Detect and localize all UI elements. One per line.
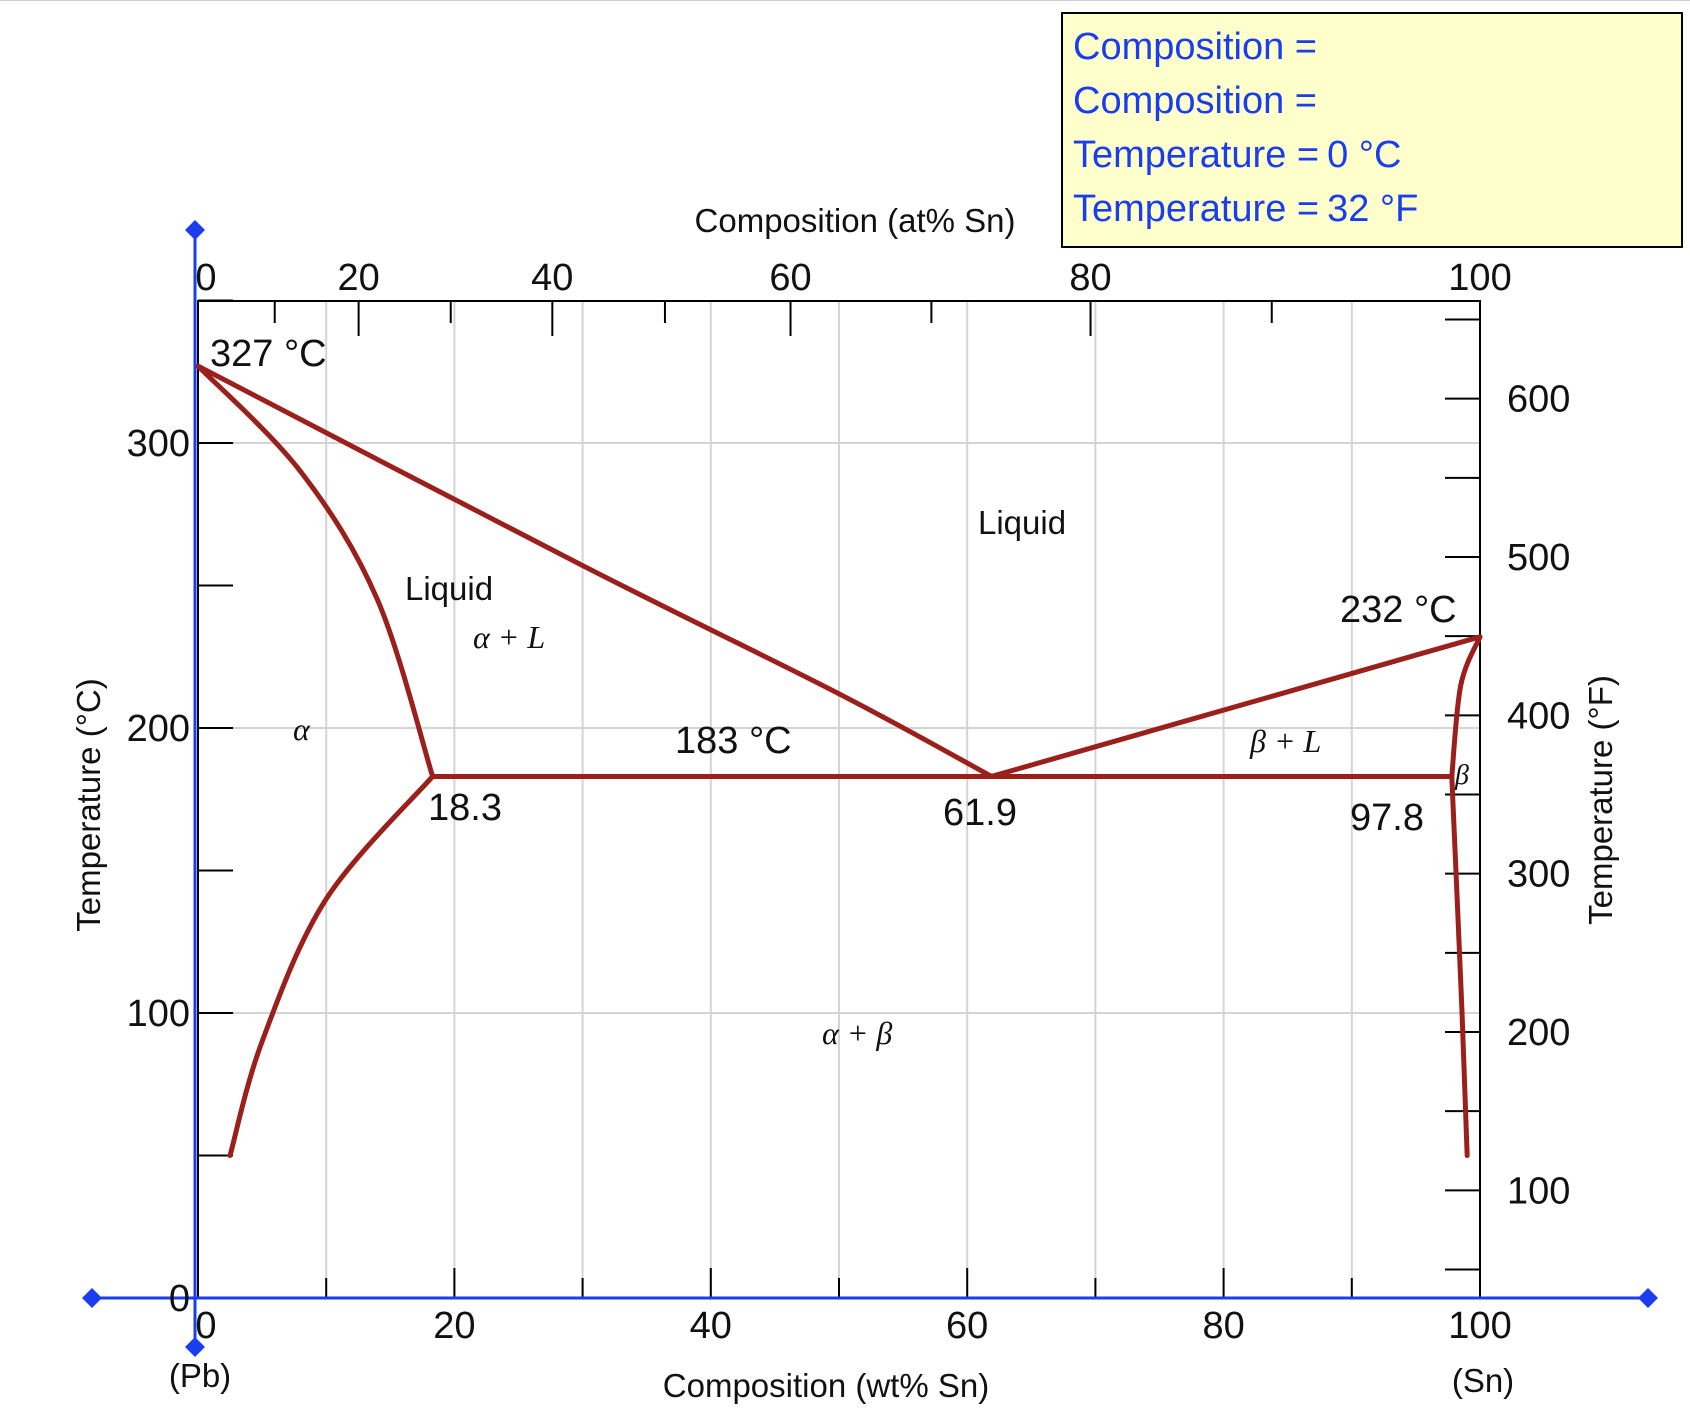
boundary-solidus-beta — [1449, 634, 1483, 779]
left-tick-label: 0 — [169, 1278, 190, 1320]
readout-composition-at: Composition = — [1073, 80, 1317, 122]
liquid-left-label: Liquid — [405, 570, 493, 607]
sn-melting-point-label: 232 °C — [1340, 589, 1457, 631]
bottom-tick-label: 40 — [690, 1305, 732, 1347]
left-tick-label: 100 — [127, 993, 190, 1035]
readout-composition-wt: Composition = — [1073, 26, 1317, 68]
grid-lines — [198, 301, 1480, 1298]
right-tick-label: 500 — [1507, 537, 1570, 579]
boundary-liquidus-alpha — [195, 363, 995, 779]
top-tick-label: 40 — [531, 257, 573, 299]
alpha-liquid-region-label: α + L — [473, 619, 545, 655]
eutectic-composition-label: 61.9 — [943, 792, 1017, 834]
pb-melting-point-label: 327 °C — [210, 333, 327, 375]
beta-max-solubility-label: 97.8 — [1350, 797, 1424, 839]
boundary-solvus-alpha — [227, 773, 436, 1158]
eutectic-temperature-label: 183 °C — [675, 720, 792, 762]
beta-liquid-region-label: β + L — [1249, 723, 1321, 759]
bottom-tick-label: 60 — [946, 1305, 988, 1347]
bottom-tick-label: 0 — [195, 1305, 216, 1347]
boundary-solidus-alpha — [195, 363, 436, 779]
top-tick-label: 100 — [1448, 257, 1511, 299]
readout-temperature-c: Temperature = 0 °C — [1073, 134, 1402, 176]
beta-region-label: β — [1454, 760, 1469, 791]
pb-label: (Pb) — [169, 1357, 231, 1394]
right-axis-title: Temperature (°F) — [1582, 675, 1619, 925]
temperature-handle-top[interactable] — [185, 220, 205, 240]
top-axis-title: Composition (at% Sn) — [695, 202, 1016, 239]
phase-boundaries — [195, 363, 1483, 1158]
alpha-max-solubility-label: 18.3 — [428, 787, 502, 829]
right-tick-label: 400 — [1507, 695, 1570, 737]
boundary-liquidus-beta — [989, 634, 1483, 779]
top-tick-label: 0 — [195, 257, 216, 299]
bottom-tick-label: 20 — [433, 1305, 475, 1347]
composition-handle-left[interactable] — [82, 1288, 102, 1308]
top-tick-label: 60 — [769, 257, 811, 299]
bottom-tick-label: 80 — [1202, 1305, 1244, 1347]
left-tick-label: 300 — [127, 423, 190, 465]
boundary-solvus-beta — [1449, 773, 1470, 1158]
alpha-region-label: α — [293, 711, 311, 747]
bottom-tick-label: 100 — [1448, 1305, 1511, 1347]
top-tick-label: 80 — [1069, 257, 1111, 299]
composition-handle-right[interactable] — [1638, 1288, 1658, 1308]
readout-temperature-f: Temperature = 32 °F — [1073, 188, 1419, 230]
bottom-axis-title: Composition (wt% Sn) — [663, 1367, 989, 1404]
top-rule — [0, 0, 1690, 1]
left-axis-title: Temperature (°C) — [70, 678, 107, 931]
sn-label: (Sn) — [1452, 1362, 1514, 1399]
top-tick-label: 20 — [337, 257, 379, 299]
right-tick-label: 300 — [1507, 854, 1570, 896]
right-tick-label: 100 — [1507, 1170, 1570, 1212]
left-tick-label: 200 — [127, 708, 190, 750]
liquid-region-label: Liquid — [978, 504, 1066, 541]
temperature-handle-bottom[interactable] — [185, 1337, 205, 1357]
axis-labels: 0 20 40 60 80 100 0 20 40 60 80 100 0 100 200 300 100 200… — [127, 257, 1571, 1347]
alpha-beta-region-label: α + β — [822, 1015, 892, 1051]
readout-panel: Composition = Composition = Temperature … — [1061, 12, 1683, 248]
right-tick-label: 200 — [1507, 1012, 1570, 1054]
right-tick-label: 600 — [1507, 379, 1570, 421]
